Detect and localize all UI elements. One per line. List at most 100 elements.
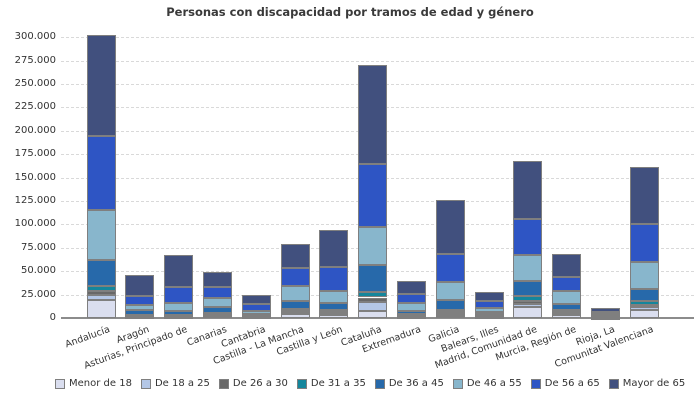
bar-segment[interactable] (474, 301, 504, 308)
bar-segment[interactable] (629, 306, 659, 310)
bar-segment[interactable] (513, 307, 543, 318)
legend-item[interactable]: De 46 a 55 (452, 378, 522, 389)
bar-segment[interactable] (202, 297, 232, 308)
bar-segment[interactable] (513, 254, 543, 282)
bar-segment[interactable] (590, 311, 620, 315)
bar-segment[interactable] (552, 309, 582, 312)
bar-segment[interactable] (435, 299, 465, 310)
bar-segment[interactable] (552, 277, 582, 291)
bar-segment[interactable] (319, 315, 349, 318)
bar-segment[interactable] (552, 313, 582, 316)
bar-segment[interactable] (474, 311, 504, 315)
bar-segment[interactable] (280, 314, 310, 318)
bar-segment[interactable] (202, 313, 232, 316)
bar-segment[interactable] (241, 314, 271, 317)
bar-segment[interactable] (86, 259, 116, 286)
bar-segment[interactable] (552, 303, 582, 310)
bar-segment[interactable] (513, 281, 543, 297)
bar-segment[interactable] (125, 309, 155, 316)
bar-segment[interactable] (590, 314, 620, 317)
bar-segment[interactable] (396, 310, 426, 315)
bar-segment[interactable] (164, 255, 194, 288)
bar-segment[interactable] (319, 291, 349, 304)
bar-segment[interactable] (358, 297, 388, 303)
bar-segment[interactable] (164, 315, 194, 318)
bar-segment[interactable] (319, 303, 349, 311)
bar-segment[interactable] (241, 311, 271, 315)
bar-segment[interactable] (474, 292, 504, 302)
bar-segment[interactable] (513, 296, 543, 301)
bar-segment[interactable] (552, 315, 582, 318)
bar-segment[interactable] (552, 312, 582, 314)
bar-segment[interactable] (125, 274, 155, 296)
bar-segment[interactable] (319, 267, 349, 292)
bar-segment[interactable] (125, 305, 155, 310)
legend-item[interactable]: De 18 a 25 (140, 378, 210, 389)
bar-segment[interactable] (86, 295, 116, 301)
legend-item[interactable]: Mayor de 65 (608, 378, 685, 389)
bar-segment[interactable] (280, 301, 310, 309)
bar-segment[interactable] (358, 163, 388, 227)
legend-item[interactable]: De 36 a 45 (374, 378, 444, 389)
bar-segment[interactable] (241, 304, 271, 312)
bar-segment[interactable] (629, 288, 659, 302)
bar-segment[interactable] (435, 312, 465, 315)
bar-segment[interactable] (319, 229, 349, 268)
bar-segment[interactable] (435, 314, 465, 317)
bar-segment[interactable] (396, 294, 426, 304)
bar-segment[interactable] (241, 315, 271, 318)
bar-segment[interactable] (513, 300, 543, 305)
legend-item[interactable]: De 26 a 30 (218, 378, 288, 389)
bar-segment[interactable] (280, 310, 310, 313)
bar-segment[interactable] (86, 35, 116, 137)
bar-segment[interactable] (125, 315, 155, 318)
bar-segment[interactable] (86, 285, 116, 291)
legend-item[interactable]: De 56 a 65 (530, 378, 600, 389)
bar-segment[interactable] (629, 261, 659, 289)
bar-segment[interactable] (280, 267, 310, 286)
bar-segment[interactable] (280, 309, 310, 311)
legend-item[interactable]: De 31 a 35 (296, 378, 366, 389)
bar-segment[interactable] (629, 167, 659, 224)
bar-segment[interactable] (164, 287, 194, 303)
bar-segment[interactable] (552, 290, 582, 304)
bar-segment[interactable] (358, 302, 388, 312)
bar-segment[interactable] (358, 291, 388, 298)
bar-segment[interactable] (435, 309, 465, 313)
bar-segment[interactable] (435, 200, 465, 254)
bar-segment[interactable] (319, 312, 349, 314)
bar-segment[interactable] (86, 210, 116, 260)
bar-segment[interactable] (396, 314, 426, 317)
bar-segment[interactable] (396, 281, 426, 295)
bar-segment[interactable] (474, 307, 504, 312)
legend-item[interactable]: Menor de 18 (55, 378, 132, 389)
bar-segment[interactable] (164, 302, 194, 311)
bar-segment[interactable] (474, 314, 504, 317)
bar-segment[interactable] (202, 307, 232, 314)
bar-segment[interactable] (319, 310, 349, 313)
bar-segment[interactable] (513, 160, 543, 219)
bar-segment[interactable] (86, 136, 116, 211)
bar-segment[interactable] (358, 264, 388, 292)
bar-segment[interactable] (629, 304, 659, 307)
bar-segment[interactable] (86, 300, 116, 318)
bar-segment[interactable] (358, 311, 388, 318)
bar-segment[interactable] (513, 304, 543, 308)
bar-segment[interactable] (435, 282, 465, 300)
bar-segment[interactable] (629, 309, 659, 318)
bar-segment[interactable] (435, 253, 465, 283)
bar-segment[interactable] (280, 243, 310, 268)
bar-segment[interactable] (202, 286, 232, 298)
bar-segment[interactable] (590, 307, 620, 312)
bar-segment[interactable] (280, 285, 310, 302)
bar-segment[interactable] (86, 290, 116, 296)
bar-segment[interactable] (513, 218, 543, 255)
bar-segment[interactable] (164, 310, 194, 316)
bar-segment[interactable] (202, 271, 232, 287)
bar-segment[interactable] (241, 295, 271, 305)
bar-segment[interactable] (629, 223, 659, 262)
bar-segment[interactable] (358, 64, 388, 164)
bar-segment[interactable] (358, 226, 388, 265)
bar-segment[interactable] (629, 301, 659, 305)
bar-segment[interactable] (552, 253, 582, 278)
